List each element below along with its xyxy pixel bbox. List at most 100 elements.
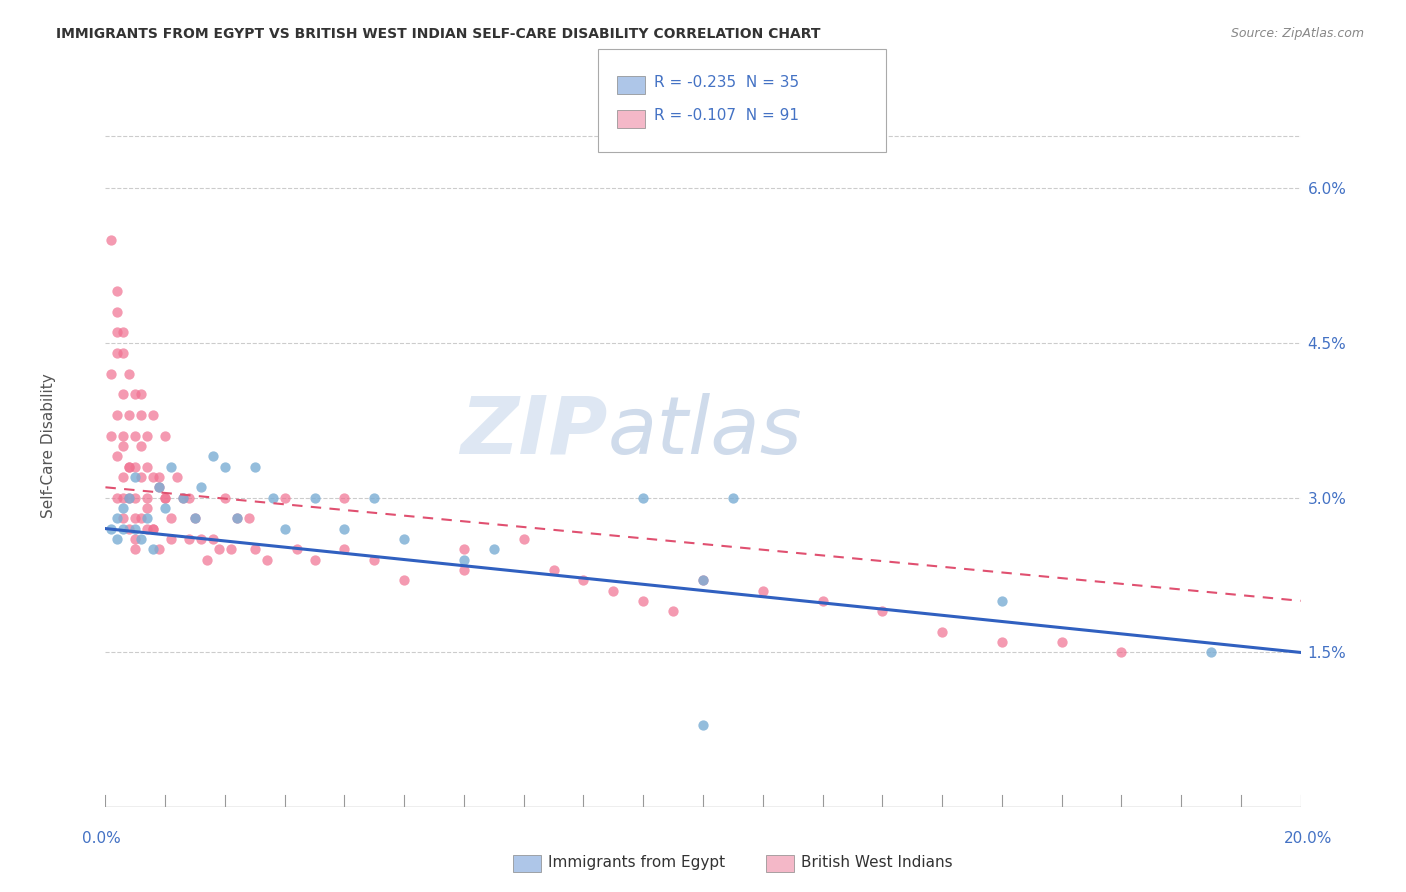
Point xyxy=(453,542,475,557)
Point xyxy=(177,491,201,505)
Point xyxy=(1050,635,1073,649)
Point xyxy=(142,408,165,422)
Point xyxy=(124,459,146,474)
Point xyxy=(602,583,624,598)
Point xyxy=(572,573,595,587)
Point xyxy=(214,491,236,505)
Point xyxy=(219,542,242,557)
Point xyxy=(148,480,170,494)
Point xyxy=(990,594,1012,608)
Point xyxy=(112,439,135,453)
Point xyxy=(304,491,326,505)
Point xyxy=(190,532,212,546)
Point xyxy=(107,511,129,525)
Point xyxy=(107,305,129,319)
Point xyxy=(692,717,714,731)
Point xyxy=(304,552,326,566)
Point xyxy=(148,470,170,484)
Point xyxy=(238,511,260,525)
Point xyxy=(136,428,159,442)
Point xyxy=(136,500,159,515)
Point xyxy=(243,542,266,557)
Point xyxy=(285,542,308,557)
Point xyxy=(202,532,225,546)
Point xyxy=(148,542,170,557)
Point xyxy=(112,346,135,360)
Point xyxy=(107,450,129,464)
Point xyxy=(160,511,183,525)
Point xyxy=(872,604,894,618)
Point xyxy=(453,563,475,577)
Point xyxy=(273,491,295,505)
Point xyxy=(333,542,356,557)
Point xyxy=(482,542,505,557)
Text: Source: ZipAtlas.com: Source: ZipAtlas.com xyxy=(1230,27,1364,40)
Point xyxy=(129,387,153,401)
Point xyxy=(453,552,475,566)
Point xyxy=(202,450,225,464)
Point xyxy=(662,604,685,618)
Point xyxy=(136,522,159,536)
Point xyxy=(107,532,129,546)
Point xyxy=(256,552,278,566)
Point xyxy=(112,387,135,401)
Point xyxy=(124,511,146,525)
Text: Immigrants from Egypt: Immigrants from Egypt xyxy=(548,855,725,870)
Point xyxy=(633,491,655,505)
Point xyxy=(262,491,284,505)
Point xyxy=(136,511,159,525)
Text: Self-Care Disability: Self-Care Disability xyxy=(41,374,56,518)
Text: atlas: atlas xyxy=(607,392,803,471)
Text: R = -0.235  N = 35: R = -0.235 N = 35 xyxy=(654,76,799,90)
Point xyxy=(225,511,249,525)
Point xyxy=(107,284,129,298)
Point xyxy=(990,635,1012,649)
Point xyxy=(124,491,146,505)
Point xyxy=(107,491,129,505)
Point xyxy=(513,532,536,546)
Point xyxy=(112,491,135,505)
Point xyxy=(692,573,714,587)
Point xyxy=(931,624,953,639)
Point xyxy=(184,511,207,525)
Point xyxy=(363,552,385,566)
Point xyxy=(107,326,129,340)
Text: British West Indians: British West Indians xyxy=(801,855,953,870)
Point xyxy=(142,542,165,557)
Point xyxy=(155,491,177,505)
Point xyxy=(166,470,188,484)
Point xyxy=(107,346,129,360)
Text: ZIP: ZIP xyxy=(460,392,607,471)
Text: R = -0.107  N = 91: R = -0.107 N = 91 xyxy=(654,109,799,123)
Point xyxy=(208,542,231,557)
Point xyxy=(124,542,146,557)
Point xyxy=(721,491,744,505)
Point xyxy=(118,459,141,474)
Point xyxy=(190,480,212,494)
Point xyxy=(112,511,135,525)
Point xyxy=(129,532,153,546)
Point xyxy=(100,522,122,536)
Point xyxy=(100,233,122,247)
Point xyxy=(136,491,159,505)
Point xyxy=(333,522,356,536)
Point xyxy=(142,522,165,536)
Point xyxy=(172,491,194,505)
Point xyxy=(225,511,249,525)
Point xyxy=(273,522,295,536)
Point xyxy=(1199,645,1222,659)
Point xyxy=(394,573,416,587)
Point xyxy=(543,563,565,577)
Point xyxy=(142,470,165,484)
Point xyxy=(195,552,218,566)
Point xyxy=(112,522,135,536)
Point xyxy=(172,491,194,505)
Point xyxy=(333,491,356,505)
Point xyxy=(112,428,135,442)
Point xyxy=(100,428,122,442)
Text: IMMIGRANTS FROM EGYPT VS BRITISH WEST INDIAN SELF-CARE DISABILITY CORRELATION CH: IMMIGRANTS FROM EGYPT VS BRITISH WEST IN… xyxy=(56,27,821,41)
Point xyxy=(811,594,834,608)
Point xyxy=(118,367,141,381)
Point xyxy=(155,500,177,515)
Point xyxy=(112,500,135,515)
